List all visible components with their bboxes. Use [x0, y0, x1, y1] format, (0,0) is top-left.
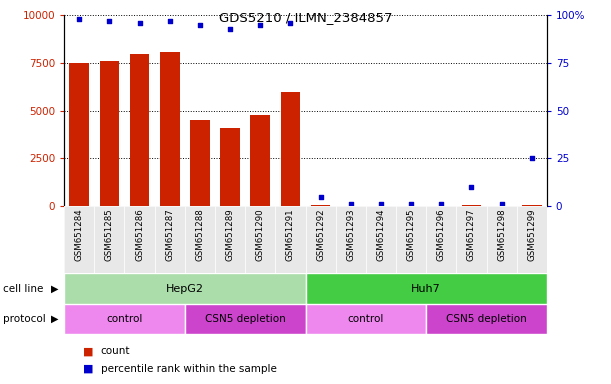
Point: [497, 201, 507, 207]
Text: GSM651288: GSM651288: [196, 208, 205, 261]
Text: GSM651286: GSM651286: [135, 208, 144, 261]
Bar: [64, 206, 94, 273]
Bar: [517, 206, 547, 273]
Bar: [306, 304, 426, 334]
Bar: [456, 206, 486, 273]
Text: GSM651291: GSM651291: [286, 208, 295, 261]
Point: [255, 22, 265, 28]
Text: GSM651293: GSM651293: [346, 208, 355, 261]
Bar: [70, 63, 89, 206]
Text: GSM651287: GSM651287: [165, 208, 174, 261]
Bar: [311, 205, 331, 206]
Text: CSN5 depletion: CSN5 depletion: [446, 314, 527, 324]
Text: GSM651284: GSM651284: [75, 208, 84, 261]
Bar: [426, 206, 456, 273]
Text: ▶: ▶: [51, 314, 58, 324]
Bar: [221, 128, 240, 206]
Bar: [245, 206, 276, 273]
Text: GDS5210 / ILMN_2384857: GDS5210 / ILMN_2384857: [219, 12, 392, 25]
Bar: [130, 53, 149, 206]
Text: count: count: [101, 346, 130, 356]
Bar: [486, 206, 517, 273]
Point: [165, 18, 175, 24]
Bar: [64, 304, 185, 334]
Text: GSM651292: GSM651292: [316, 208, 325, 261]
Bar: [306, 206, 335, 273]
Bar: [306, 273, 547, 304]
Bar: [185, 304, 306, 334]
Point: [104, 18, 114, 24]
Text: GSM651298: GSM651298: [497, 208, 506, 261]
Point: [436, 201, 446, 207]
Point: [195, 22, 205, 28]
Bar: [155, 206, 185, 273]
Text: ■: ■: [82, 346, 93, 356]
Text: percentile rank within the sample: percentile rank within the sample: [101, 364, 277, 374]
Bar: [215, 206, 245, 273]
Text: ▶: ▶: [51, 283, 58, 294]
Text: GSM651294: GSM651294: [376, 208, 386, 261]
Text: Huh7: Huh7: [411, 283, 441, 294]
Bar: [366, 206, 396, 273]
Point: [75, 16, 84, 22]
Text: GSM651285: GSM651285: [105, 208, 114, 261]
Text: control: control: [106, 314, 143, 324]
Text: GSM651299: GSM651299: [527, 208, 536, 261]
Point: [285, 20, 295, 26]
Text: GSM651297: GSM651297: [467, 208, 476, 261]
Bar: [64, 273, 306, 304]
Point: [406, 201, 416, 207]
Bar: [280, 92, 300, 206]
Bar: [462, 205, 481, 206]
Bar: [190, 120, 210, 206]
Bar: [396, 206, 426, 273]
Text: ■: ■: [82, 364, 93, 374]
Bar: [185, 206, 215, 273]
Bar: [522, 205, 541, 206]
Text: GSM651290: GSM651290: [256, 208, 265, 261]
Point: [527, 156, 536, 162]
Text: HepG2: HepG2: [166, 283, 204, 294]
Bar: [276, 206, 306, 273]
Text: cell line: cell line: [3, 283, 43, 294]
Bar: [426, 304, 547, 334]
Point: [346, 201, 356, 207]
Text: GSM651296: GSM651296: [437, 208, 446, 261]
Text: protocol: protocol: [3, 314, 46, 324]
Bar: [251, 114, 270, 206]
Bar: [160, 51, 180, 206]
Point: [316, 194, 326, 200]
Text: CSN5 depletion: CSN5 depletion: [205, 314, 285, 324]
Point: [376, 201, 386, 207]
Bar: [94, 206, 125, 273]
Point: [467, 184, 477, 190]
Point: [134, 20, 144, 26]
Text: GSM651289: GSM651289: [225, 208, 235, 261]
Point: [225, 26, 235, 32]
Bar: [100, 61, 119, 206]
Bar: [335, 206, 366, 273]
Text: GSM651295: GSM651295: [406, 208, 415, 261]
Text: control: control: [348, 314, 384, 324]
Bar: [125, 206, 155, 273]
